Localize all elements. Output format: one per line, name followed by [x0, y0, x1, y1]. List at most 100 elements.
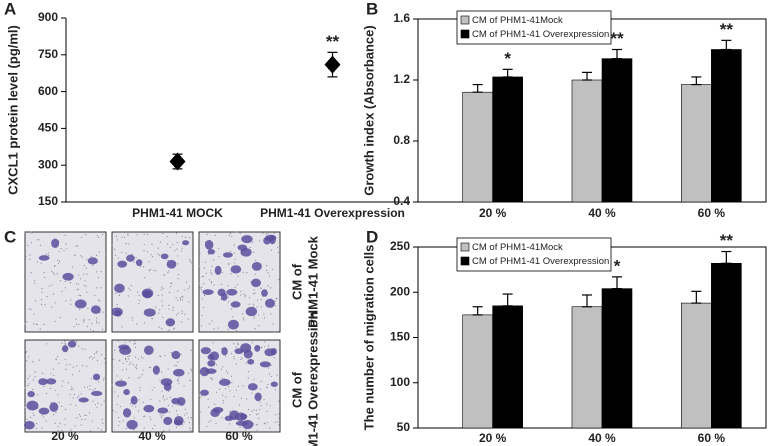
pore: [272, 323, 274, 325]
legend-box: [456, 237, 612, 272]
error-bar: [582, 294, 592, 308]
pore: [229, 390, 231, 392]
pore: [54, 389, 56, 392]
pore: [29, 258, 31, 260]
pore: [222, 366, 224, 368]
legend-swatch: [460, 256, 470, 266]
pore: [133, 343, 135, 345]
pore: [178, 383, 180, 385]
y-tick-label: 900: [38, 10, 58, 24]
pore: [127, 233, 129, 235]
pore: [137, 291, 139, 293]
pore: [229, 232, 232, 234]
pore: [118, 294, 121, 297]
pore: [184, 408, 186, 410]
pore: [61, 290, 63, 292]
legend-swatch: [460, 242, 470, 252]
pore: [208, 279, 211, 281]
pore: [114, 248, 116, 250]
pore: [223, 402, 225, 404]
pore: [50, 402, 52, 404]
y-tick-label: 200: [390, 284, 410, 298]
bar: [571, 79, 603, 203]
pore: [159, 309, 161, 311]
pore: [72, 388, 74, 390]
pore: [230, 250, 232, 253]
pore: [69, 282, 72, 284]
cell: [143, 404, 155, 413]
pore: [159, 254, 161, 256]
pore: [117, 257, 119, 259]
pore: [267, 232, 269, 235]
pore: [84, 348, 86, 350]
pore: [64, 418, 66, 420]
pore: [230, 308, 233, 310]
pore: [161, 327, 163, 330]
y-tick-label: 600: [38, 84, 58, 98]
pore: [30, 231, 32, 233]
pore: [266, 410, 268, 412]
pore: [90, 255, 92, 257]
pore: [198, 265, 200, 267]
pore: [162, 414, 164, 416]
pore: [43, 271, 45, 274]
pore: [235, 329, 238, 332]
cell: [204, 240, 214, 250]
pore: [37, 394, 39, 396]
pore: [126, 360, 128, 363]
pore: [260, 346, 262, 348]
pore: [98, 322, 100, 324]
pore: [228, 234, 230, 236]
pore: [131, 319, 134, 321]
cell: [202, 289, 214, 295]
cell: [241, 235, 253, 244]
pore: [57, 262, 60, 265]
pore: [187, 318, 189, 320]
pore: [64, 342, 66, 345]
pore: [202, 306, 205, 309]
pore: [41, 287, 43, 290]
pore: [190, 429, 192, 432]
pore: [134, 340, 136, 342]
pore: [270, 364, 272, 366]
pore: [172, 244, 174, 246]
cell: [261, 289, 268, 297]
cell: [247, 383, 258, 391]
error-bar: [472, 306, 483, 316]
y-tick-label: 50: [397, 420, 411, 434]
pore: [140, 356, 143, 358]
pore: [24, 322, 26, 324]
cell: [126, 254, 135, 262]
pore: [259, 408, 261, 411]
pore: [64, 343, 67, 345]
pore: [259, 240, 261, 242]
pore: [57, 259, 59, 261]
pore: [175, 364, 177, 367]
pore: [168, 404, 170, 406]
pore: [136, 323, 138, 325]
pore: [146, 233, 149, 235]
pore: [66, 247, 68, 250]
pore: [43, 416, 45, 418]
pore: [105, 253, 107, 255]
pore: [175, 232, 178, 234]
pore: [151, 255, 154, 258]
pore: [86, 273, 88, 275]
pore: [257, 413, 259, 415]
pore: [115, 411, 117, 413]
pore: [127, 355, 129, 358]
error-bar: [472, 83, 483, 93]
pore: [231, 316, 233, 318]
point: [324, 55, 341, 74]
pore: [152, 427, 154, 430]
pore: [256, 306, 258, 308]
error-bar: [582, 71, 592, 81]
cell: [115, 380, 127, 387]
pore: [202, 275, 204, 277]
pore: [76, 244, 78, 247]
cell: [157, 407, 169, 414]
pore: [174, 249, 176, 252]
pore: [277, 421, 279, 423]
pore: [247, 408, 250, 411]
pore: [116, 304, 118, 306]
